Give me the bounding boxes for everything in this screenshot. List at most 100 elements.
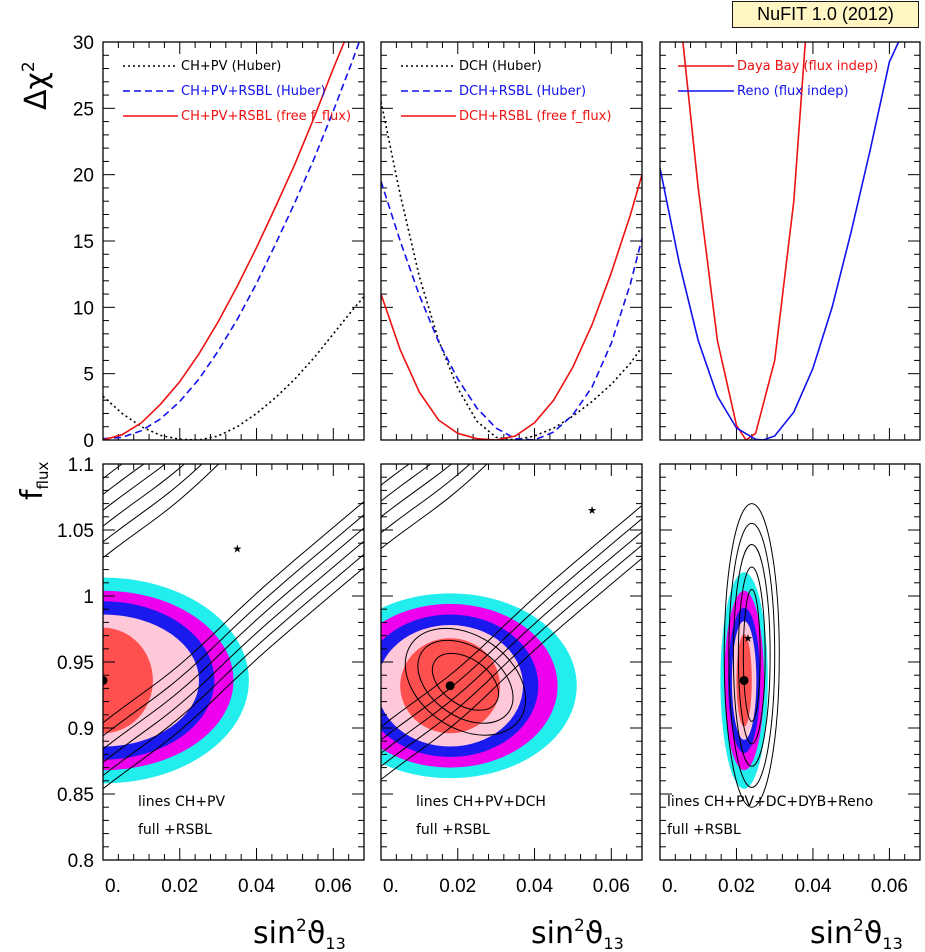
line-contour xyxy=(103,464,186,527)
nufit-badge: NuFIT 1.0 (2012) xyxy=(732,1,919,28)
line-contour xyxy=(103,464,220,559)
line-contour xyxy=(381,464,410,486)
annotation-lines: lines CH+PV xyxy=(138,794,225,810)
line-contour xyxy=(381,531,642,754)
line-contour xyxy=(381,464,453,518)
line-contour xyxy=(381,544,642,767)
y-tick-label: 0 xyxy=(83,431,94,452)
line-contour xyxy=(103,566,364,790)
x-tick-label: 0. xyxy=(105,876,121,897)
curves xyxy=(381,101,642,440)
line-contour xyxy=(417,639,514,724)
top-panel-2: DCH (Huber) DCH+RSBL (Huber) DCH+RSBL (fre… xyxy=(380,41,643,441)
y-tick-label: 30 xyxy=(73,33,94,54)
best-fit-star: ★ xyxy=(587,504,597,517)
y-tick-label: 0.9 xyxy=(68,719,94,740)
y-tick-label: 5 xyxy=(83,365,94,386)
legend-label: DCH+RSBL (free f_flux) xyxy=(459,109,611,124)
line-contour xyxy=(732,544,771,767)
bottom-panel-2: ★ lines CH+PV+DCH full +RSBL 0. 0.02 0.04 0.06… xyxy=(380,463,643,952)
series-line xyxy=(103,42,346,440)
x-tick-label: 0.04 xyxy=(516,876,553,897)
line-contour xyxy=(103,500,364,724)
y-tick-label: 25 xyxy=(73,99,94,120)
y-tick-label: 10 xyxy=(73,298,94,319)
panel-frame xyxy=(659,463,921,861)
annotation-full: full +RSBL xyxy=(138,822,212,838)
line-contour xyxy=(404,627,527,736)
annotation-full: full +RSBL xyxy=(667,822,741,838)
bottom-panel-3: ★ lines CH+PV+DC+DYB+Reno full +RSBL 0. 0.02… xyxy=(659,463,921,952)
legend-label: CH+PV (Huber) xyxy=(181,59,281,74)
best-fit-point xyxy=(103,675,108,685)
line-contour xyxy=(103,540,364,763)
x-tick-label: 0.02 xyxy=(439,876,476,897)
line-contour xyxy=(381,504,642,728)
line-contour xyxy=(381,464,471,534)
legend-label: DCH (Huber) xyxy=(459,59,542,74)
line-contour xyxy=(381,557,642,781)
confidence-region xyxy=(103,627,153,734)
panel-frame xyxy=(380,463,643,861)
legend-label: DCH+RSBL (Huber) xyxy=(459,84,586,99)
x-tick-label: 0. xyxy=(662,876,678,897)
x-tick-label: 0.02 xyxy=(161,876,198,897)
x-tick-label: 0.06 xyxy=(871,876,908,897)
y-tick-label: 1.1 xyxy=(68,455,94,476)
series-line xyxy=(381,181,642,440)
legend-label: CH+PV+RSBL (Huber) xyxy=(181,84,326,99)
curves xyxy=(103,42,364,440)
top-panel-3: Daya Bay (flux indep) Reno (flux indep) xyxy=(659,41,921,441)
line-contour xyxy=(728,522,776,788)
series-line xyxy=(682,42,807,440)
line-contour xyxy=(103,514,364,737)
contours: ★ xyxy=(103,464,364,790)
y-tick-label: 0.8 xyxy=(68,851,94,872)
line-contour xyxy=(381,464,488,550)
legend-label: CH+PV+RSBL (free f_flux) xyxy=(181,109,351,124)
line-contour xyxy=(103,464,166,511)
annotation-lines: lines CH+PV+DC+DYB+Reno xyxy=(667,794,873,810)
series-line xyxy=(381,101,642,440)
bottom-panel-1: ★ lines CH+PV full +RSBL 0.8 0.85 0.9 0.95 1 1.0… xyxy=(57,455,365,952)
best-fit-point xyxy=(445,681,455,691)
curves xyxy=(660,42,900,440)
series-line xyxy=(381,174,642,440)
panel-frame xyxy=(659,41,921,441)
y-tick-label: 1 xyxy=(83,587,94,608)
panel-frame xyxy=(102,463,365,861)
line-contour xyxy=(381,518,642,741)
y-axis-label-bottom: fflux xyxy=(15,461,52,500)
line-contour xyxy=(103,527,364,750)
x-tick-label: 0.06 xyxy=(593,876,630,897)
line-contour xyxy=(723,503,780,808)
contours: ★ xyxy=(381,464,642,781)
series-line xyxy=(103,42,361,440)
line-contour xyxy=(103,553,364,777)
x-tick-label: 0. xyxy=(383,876,399,897)
line-contour xyxy=(103,464,145,496)
top-panel-1: CH+PV (Huber) CH+PV+RSBL (Huber) CH+PV+RSB… xyxy=(73,33,365,452)
annotation-full: full +RSBL xyxy=(416,822,490,838)
annotation-lines: lines CH+PV+DCH xyxy=(416,794,546,810)
y-tick-label: 0.85 xyxy=(57,785,94,806)
x-axis-label: sin2ϑ13 xyxy=(810,916,903,952)
best-fit-star: ★ xyxy=(743,632,753,645)
line-contour xyxy=(742,588,761,722)
y-axis-label-top: Δχ2 xyxy=(19,61,54,110)
y-tick-label: 1.05 xyxy=(57,521,94,542)
x-axis-label: sin2ϑ13 xyxy=(253,916,346,952)
legend-label: Daya Bay (flux indep) xyxy=(737,59,878,74)
series-line xyxy=(660,42,900,440)
legend-label: Reno (flux indep) xyxy=(737,84,849,99)
line-contour xyxy=(381,464,432,502)
contours: ★ xyxy=(720,503,780,808)
line-contour xyxy=(431,652,499,711)
line-contour xyxy=(103,464,203,543)
panel-frame xyxy=(102,41,365,441)
y-tick-label: 0.95 xyxy=(57,653,94,674)
panel-frame xyxy=(380,41,643,441)
best-fit-star: ★ xyxy=(232,542,242,555)
